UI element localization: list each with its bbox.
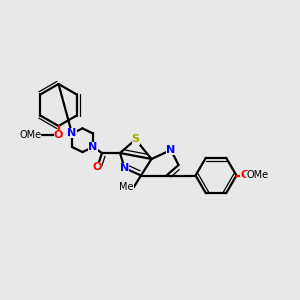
Text: O: O: [54, 130, 63, 140]
Text: OMe: OMe: [19, 130, 41, 140]
Text: O: O: [240, 170, 250, 181]
Text: Me: Me: [119, 182, 134, 193]
Text: N: N: [120, 163, 129, 173]
Text: N: N: [167, 145, 176, 155]
Text: S: S: [132, 134, 140, 145]
Text: N: N: [88, 142, 98, 152]
Text: N: N: [68, 128, 76, 139]
Text: O: O: [93, 161, 102, 172]
Text: OMe: OMe: [246, 170, 268, 181]
